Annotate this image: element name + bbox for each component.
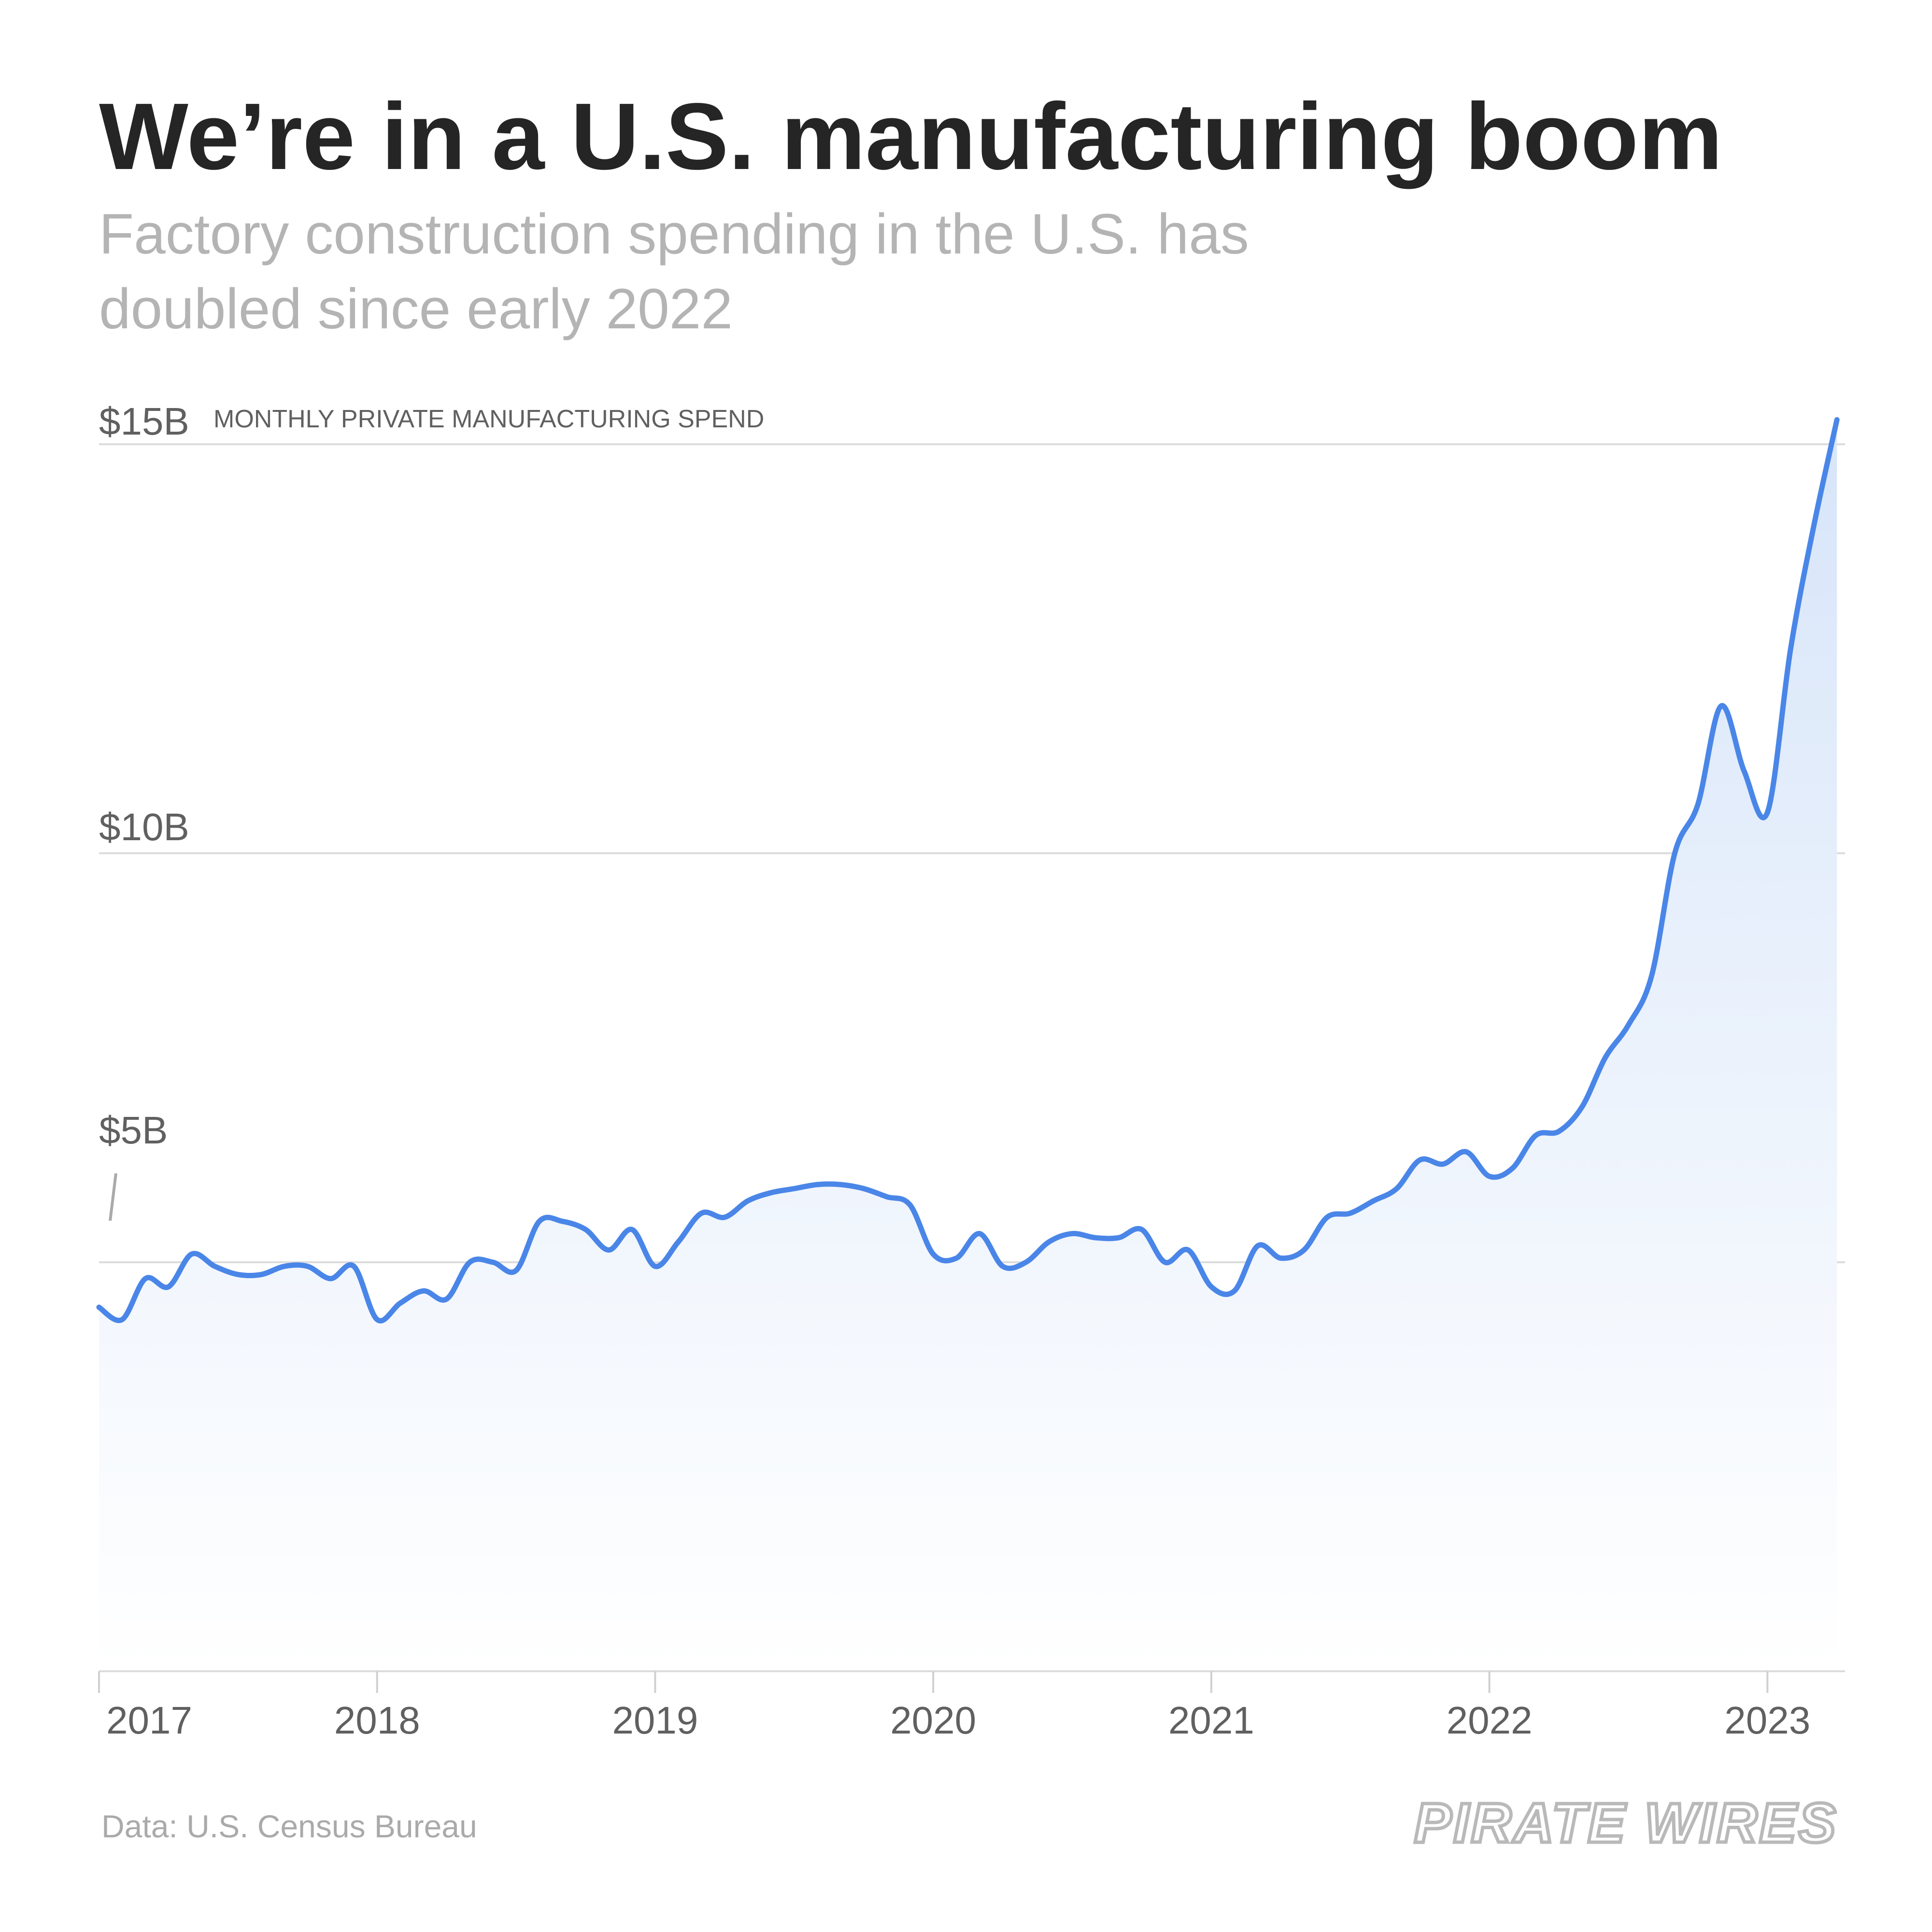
x-tick-label-2020: 2020: [890, 1699, 976, 1742]
y-label-pointer: [109, 1173, 117, 1221]
source-note: Data: U.S. Census Bureau: [101, 1808, 477, 1844]
x-tick-label-2021: 2021: [1168, 1699, 1254, 1742]
chart-subtitle-line-2: doubled since early 2022: [99, 277, 733, 341]
y-tick-label-15b: $15B: [99, 400, 189, 443]
y-tick-label-5b: $5B: [99, 1109, 168, 1152]
y-tick-label-10b: $10B: [99, 805, 189, 848]
x-tick-label-2017: 2017: [106, 1699, 192, 1742]
series-line: [96, 417, 1840, 1324]
area-fill: [99, 420, 1837, 1672]
chart-subtitle-line-1: Factory construction spending in the U.S…: [99, 202, 1249, 266]
x-tick-label-2023: 2023: [1724, 1699, 1810, 1742]
chart-title: We’re in a U.S. manufacturing boom: [99, 84, 1722, 189]
y-axis-label: MONTHLY PRIVATE MANUFACTURING SPEND: [213, 405, 764, 433]
x-tick-label-2019: 2019: [612, 1699, 698, 1742]
x-tick-label-2022: 2022: [1447, 1699, 1533, 1742]
x-tick-label-2018: 2018: [334, 1699, 420, 1742]
brand-logo-text: PIRATE WIRES: [1414, 1791, 1838, 1854]
x-axis: 2017 2018 2019 2020 2021 2022 2023: [98, 1671, 1810, 1742]
